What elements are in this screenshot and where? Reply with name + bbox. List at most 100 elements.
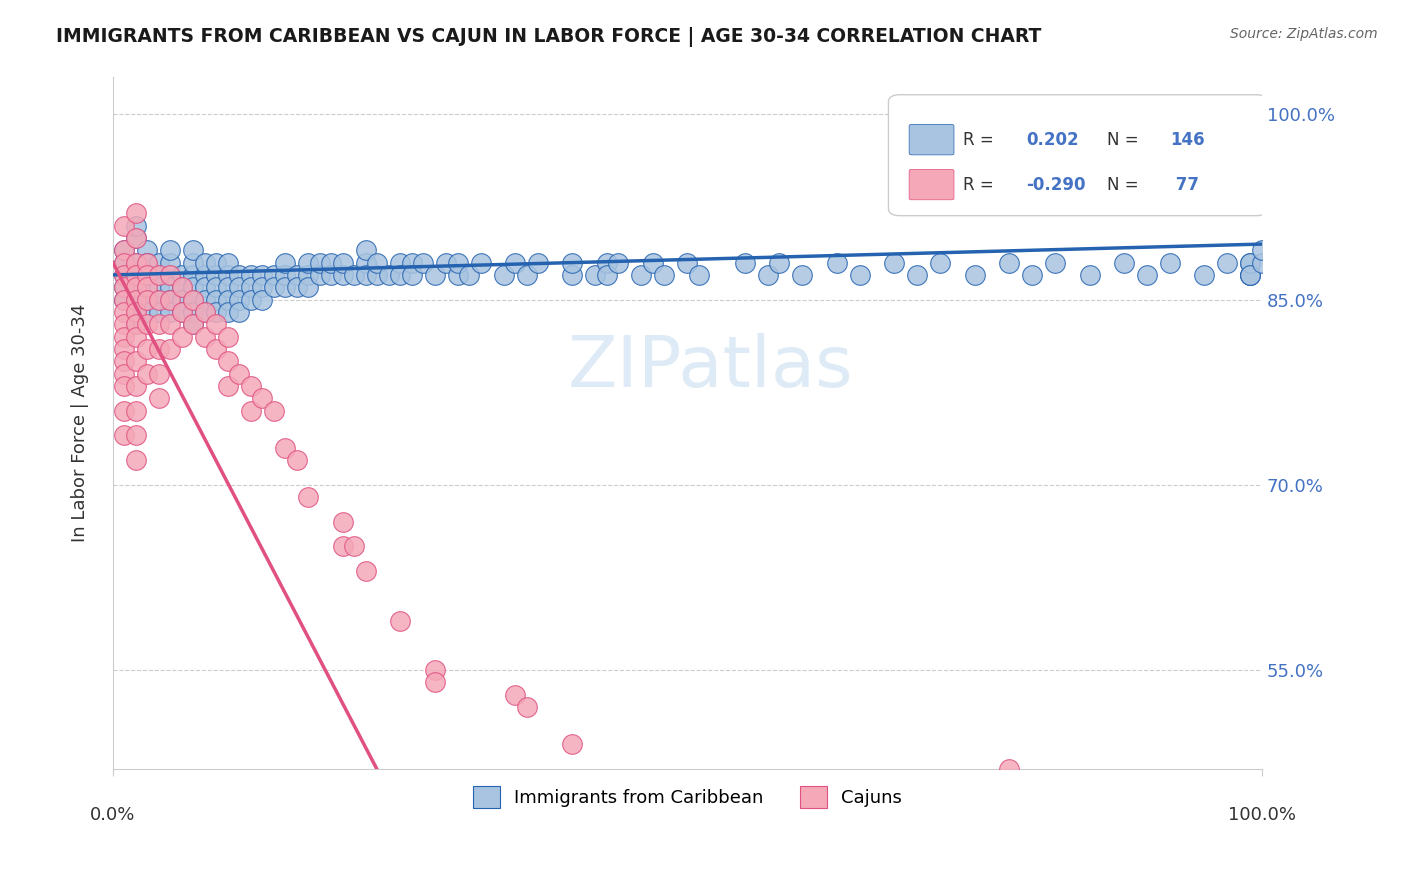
Point: [332, 255, 354, 269]
Point: [112, 305, 135, 319]
Point: [228, 305, 250, 319]
Point: [148, 305, 170, 319]
Point: [181, 293, 204, 307]
Point: [412, 255, 434, 269]
Point: [1239, 255, 1261, 269]
Point: [1239, 255, 1261, 269]
Point: [228, 280, 250, 294]
Point: [792, 268, 814, 282]
Point: [825, 255, 848, 269]
Point: [125, 280, 148, 294]
Point: [252, 293, 274, 307]
Point: [205, 255, 228, 269]
Point: [136, 280, 159, 294]
Point: [181, 293, 204, 307]
Point: [274, 268, 297, 282]
Point: [423, 663, 446, 677]
Point: [332, 515, 354, 529]
Text: 146: 146: [1170, 130, 1205, 149]
Point: [239, 403, 262, 417]
Point: [389, 255, 412, 269]
Point: [125, 219, 148, 233]
Point: [274, 441, 297, 455]
Point: [492, 268, 515, 282]
Point: [194, 255, 217, 269]
Point: [998, 255, 1021, 269]
Point: [228, 268, 250, 282]
Point: [148, 268, 170, 282]
Point: [217, 354, 239, 368]
Point: [1021, 268, 1043, 282]
Point: [1239, 268, 1261, 282]
Point: [125, 231, 148, 245]
Point: [136, 268, 159, 282]
Point: [688, 268, 710, 282]
Point: [1216, 255, 1239, 269]
Point: [285, 268, 308, 282]
Point: [136, 342, 159, 356]
Point: [125, 318, 148, 332]
Point: [205, 293, 228, 307]
Text: Source: ZipAtlas.com: Source: ZipAtlas.com: [1230, 27, 1378, 41]
Point: [366, 255, 388, 269]
Point: [515, 268, 537, 282]
Point: [194, 293, 217, 307]
Point: [136, 255, 159, 269]
Point: [125, 428, 148, 442]
Point: [848, 268, 870, 282]
Point: [239, 268, 262, 282]
Point: [308, 268, 330, 282]
Point: [194, 268, 217, 282]
Point: [148, 318, 170, 332]
Point: [252, 268, 274, 282]
Point: [112, 293, 135, 307]
Text: -0.290: -0.290: [1026, 176, 1085, 194]
Point: [217, 280, 239, 294]
Point: [423, 268, 446, 282]
Point: [136, 318, 159, 332]
Point: [1136, 268, 1159, 282]
Point: [217, 255, 239, 269]
Point: [654, 268, 676, 282]
Point: [434, 255, 457, 269]
Point: [263, 403, 285, 417]
Point: [297, 280, 319, 294]
Point: [170, 329, 193, 343]
Point: [112, 255, 135, 269]
Point: [217, 305, 239, 319]
Point: [503, 688, 526, 702]
Point: [125, 318, 148, 332]
Point: [561, 268, 583, 282]
Point: [136, 293, 159, 307]
Point: [159, 293, 181, 307]
Point: [112, 255, 135, 269]
Point: [343, 268, 366, 282]
Point: [561, 737, 583, 751]
Point: [136, 268, 159, 282]
Point: [181, 318, 204, 332]
Point: [274, 280, 297, 294]
Text: R =: R =: [963, 176, 994, 194]
Text: ZIPatlas: ZIPatlas: [568, 334, 853, 402]
Point: [194, 329, 217, 343]
Point: [596, 255, 619, 269]
Point: [1078, 268, 1101, 282]
Point: [274, 255, 297, 269]
Point: [354, 244, 377, 258]
Point: [112, 318, 135, 332]
Point: [112, 367, 135, 381]
Point: [136, 280, 159, 294]
Point: [1112, 255, 1135, 269]
Point: [159, 293, 181, 307]
Text: N =: N =: [1107, 176, 1139, 194]
Point: [112, 280, 135, 294]
Point: [148, 367, 170, 381]
Point: [297, 490, 319, 504]
Text: IMMIGRANTS FROM CARIBBEAN VS CAJUN IN LABOR FORCE | AGE 30-34 CORRELATION CHART: IMMIGRANTS FROM CARIBBEAN VS CAJUN IN LA…: [56, 27, 1042, 46]
Text: 0.0%: 0.0%: [90, 805, 135, 823]
Point: [401, 268, 423, 282]
Point: [217, 379, 239, 393]
Point: [136, 367, 159, 381]
Point: [125, 403, 148, 417]
Point: [136, 255, 159, 269]
